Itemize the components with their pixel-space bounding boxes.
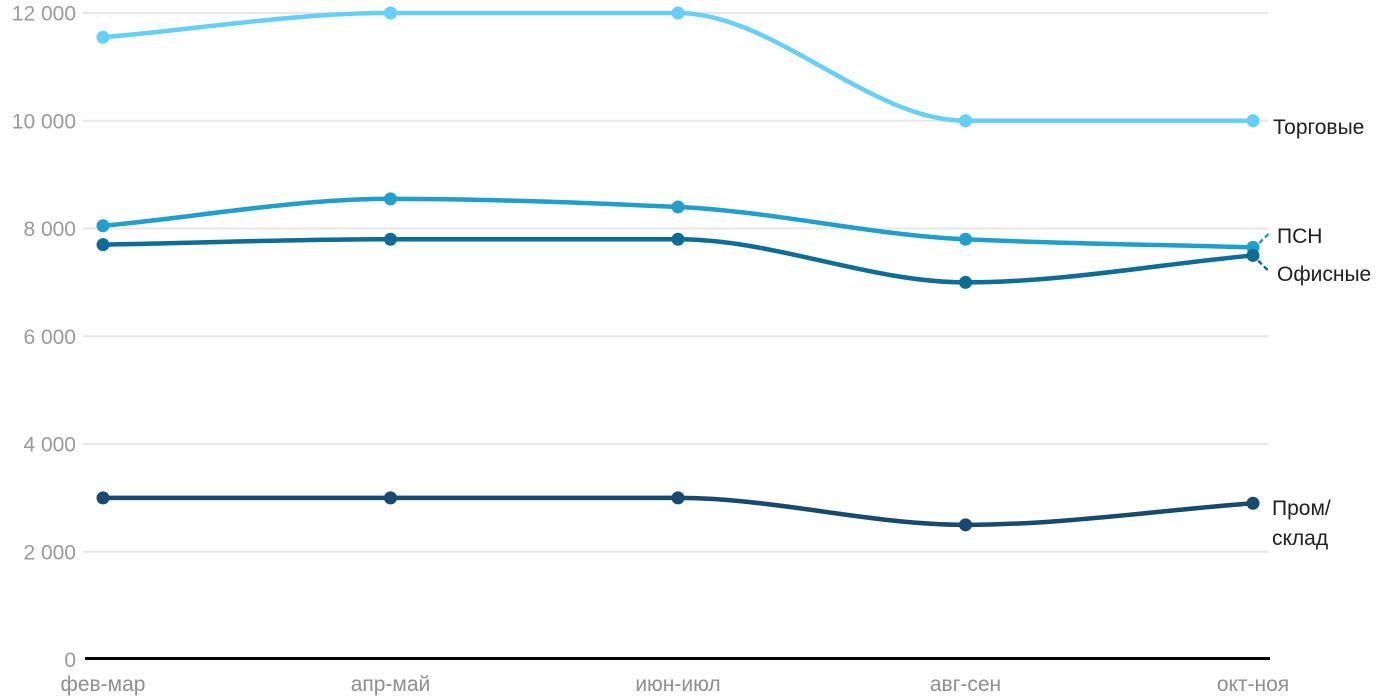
y-axis-tick-label: 12 000 bbox=[12, 3, 76, 26]
y-axis-tick-label: 8 000 bbox=[23, 218, 76, 241]
data-point[interactable] bbox=[96, 238, 110, 252]
data-point[interactable] bbox=[96, 491, 110, 505]
data-point[interactable] bbox=[1246, 114, 1260, 128]
x-axis-tick-label: июн-июл bbox=[635, 673, 720, 696]
series-label: Офисные bbox=[1277, 263, 1371, 286]
data-point[interactable] bbox=[671, 6, 685, 20]
x-axis-tick-label: фев-мар bbox=[61, 673, 146, 696]
data-point[interactable] bbox=[959, 232, 972, 246]
y-axis-tick-label: 4 000 bbox=[23, 434, 76, 457]
y-axis-tick-label: 10 000 bbox=[12, 110, 76, 133]
series-line-0 bbox=[100, 10, 1256, 124]
y-axis-tick-label: 2 000 bbox=[23, 541, 76, 564]
data-point[interactable] bbox=[384, 232, 397, 246]
series-label: ПСН bbox=[1277, 225, 1322, 248]
data-point[interactable] bbox=[96, 219, 110, 233]
label-leader-line bbox=[1257, 260, 1272, 274]
y-axis-tick-label: 6 000 bbox=[23, 326, 76, 349]
data-point[interactable] bbox=[959, 275, 972, 289]
series-label: Пром/ bbox=[1272, 497, 1331, 520]
data-point[interactable] bbox=[1246, 496, 1260, 510]
data-point[interactable] bbox=[959, 114, 972, 128]
y-axis-tick-label: 0 bbox=[64, 649, 76, 672]
series-label: Торговые bbox=[1273, 116, 1364, 139]
series-label: склад bbox=[1272, 527, 1328, 550]
x-axis-tick-label: апр-май bbox=[351, 673, 431, 696]
data-point[interactable] bbox=[384, 6, 397, 20]
data-point[interactable] bbox=[671, 200, 685, 214]
data-point[interactable] bbox=[671, 491, 685, 505]
data-point[interactable] bbox=[1246, 248, 1260, 262]
data-point[interactable] bbox=[671, 232, 685, 246]
label-leader-line bbox=[1258, 230, 1273, 244]
x-axis-tick-label: авг-сен bbox=[930, 673, 1001, 696]
data-point[interactable] bbox=[384, 491, 397, 505]
data-point[interactable] bbox=[959, 518, 972, 532]
x-axis-tick-label: окт-ноя bbox=[1217, 673, 1289, 696]
data-point[interactable] bbox=[96, 30, 110, 44]
data-point[interactable] bbox=[384, 192, 397, 206]
